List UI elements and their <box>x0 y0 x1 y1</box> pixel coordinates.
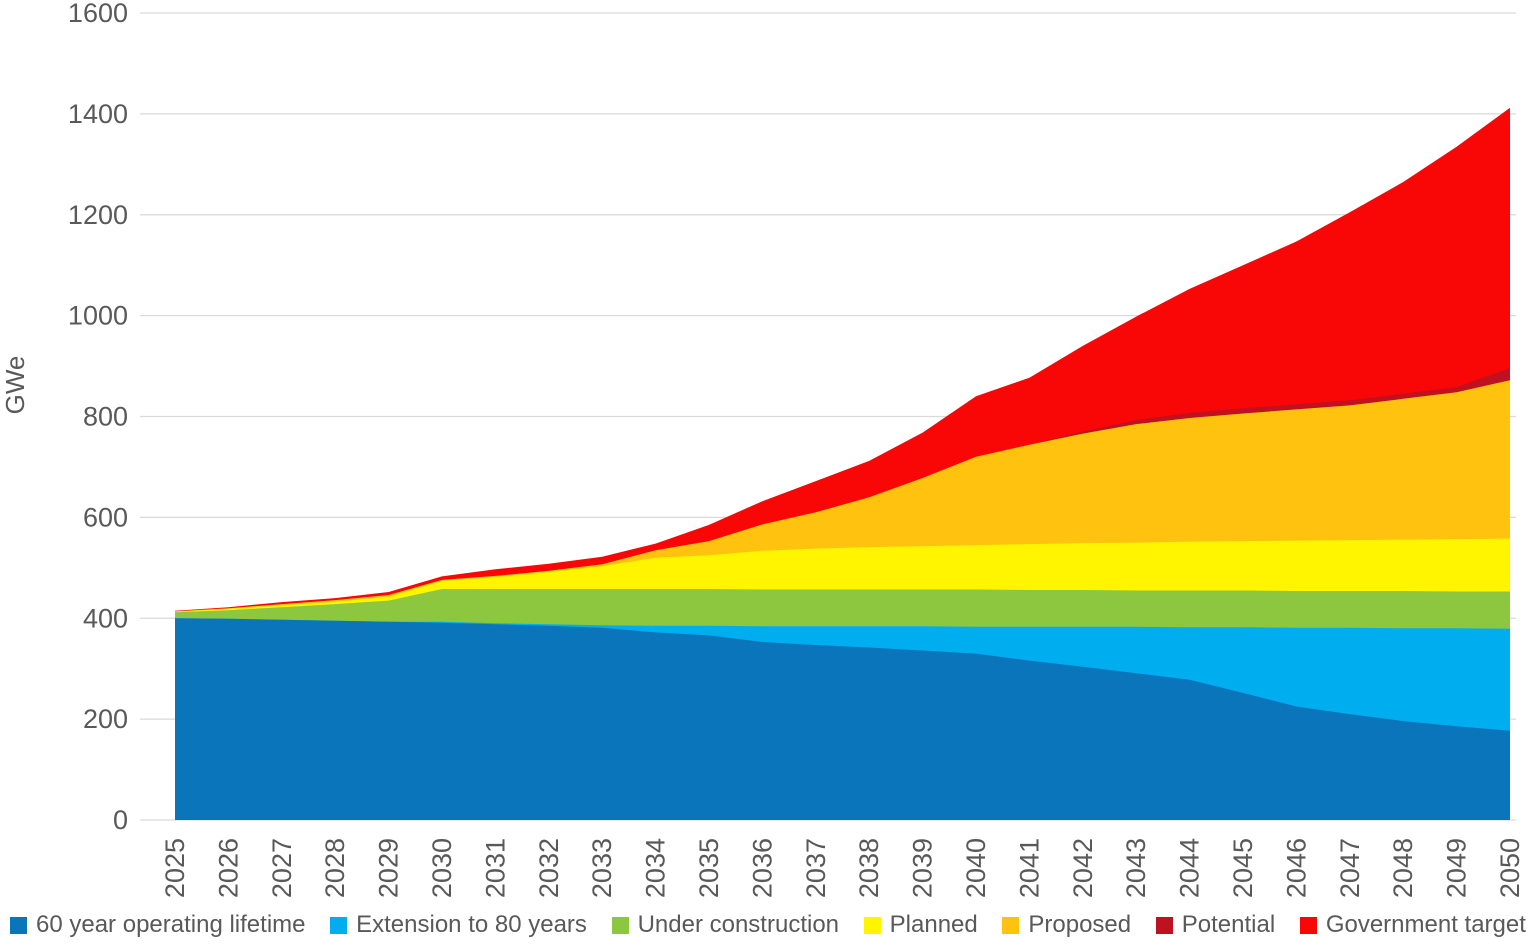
y-axis-tick-label: 200 <box>83 704 128 734</box>
x-axis-tick-label: 2030 <box>427 838 457 898</box>
x-axis-tick-label: 2035 <box>694 838 724 898</box>
x-axis-tick-label: 2029 <box>374 838 404 898</box>
x-axis-tick-label: 2041 <box>1014 838 1044 898</box>
legend-item-60-year-operating-lifetime: 60 year operating lifetime <box>10 911 305 939</box>
x-axis-tick-label: 2034 <box>641 838 671 898</box>
legend-swatch-60-year-operating-lifetime <box>10 916 27 934</box>
area-60-year-operating-lifetime <box>175 618 1510 820</box>
y-axis-tick-label: 400 <box>83 603 128 633</box>
legend-swatch-potential <box>1155 916 1173 934</box>
x-axis-tick-label: 2037 <box>801 838 831 898</box>
legend-swatch-proposed <box>1002 916 1020 934</box>
legend-item-potential: Potential <box>1155 911 1276 939</box>
legend-item-extension-to-80-years: Extension to 80 years <box>330 911 587 939</box>
x-axis-tick-label: 2031 <box>480 838 510 898</box>
legend-swatch-under-construction <box>611 916 629 934</box>
legend-item-under-construction: Under construction <box>611 911 840 939</box>
legend: 60 year operating lifetime Extension to 8… <box>0 903 1536 947</box>
x-axis-tick-label: 2050 <box>1495 838 1525 898</box>
legend-label: Government target <box>1325 911 1526 938</box>
x-axis-tick-label: 2039 <box>908 838 938 898</box>
y-axis-tick-label: 1600 <box>68 0 128 28</box>
x-axis-tick-label: 2043 <box>1121 838 1151 898</box>
y-axis-tick-label: 0 <box>113 805 128 835</box>
x-axis-tick-label: 2025 <box>160 838 190 898</box>
x-axis-tick-label: 2026 <box>213 838 243 898</box>
legend-label: Proposed <box>1028 911 1132 938</box>
x-axis-tick-label: 2045 <box>1228 838 1258 898</box>
x-axis-tick-label: 2048 <box>1388 838 1418 898</box>
x-axis-tick-label: 2033 <box>587 838 617 898</box>
legend-swatch-government-target <box>1299 916 1317 934</box>
legend-label: Extension to 80 years <box>356 911 587 938</box>
legend-label: Under construction <box>637 911 840 938</box>
legend-swatch-planned <box>863 916 881 934</box>
y-axis-tick-label: 800 <box>83 402 128 432</box>
x-axis-tick-label: 2046 <box>1281 838 1311 898</box>
chart-canvas: 0 200 400 600 800 1000 1200 1400 1600 2025 2026 202… <box>0 0 1525 898</box>
legend-label: Potential <box>1181 911 1276 938</box>
x-axis-tick-label: 2042 <box>1068 838 1098 898</box>
x-axis-tick-label: 2044 <box>1175 838 1205 898</box>
y-axis-tick-label: 1400 <box>68 99 128 129</box>
stacked-area-chart: 0 200 400 600 800 1000 1200 1400 1600 2025 2026 202… <box>0 0 1525 898</box>
y-axis-tick-label: 1200 <box>68 200 128 230</box>
legend-item-planned: Planned <box>863 911 978 939</box>
y-axis-tick-label: 1000 <box>68 301 128 331</box>
legend-item-government-target: Government target <box>1299 911 1526 939</box>
x-axis-tick-label: 2027 <box>267 838 297 898</box>
y-axis-tick-label: 600 <box>83 502 128 532</box>
x-axis-tick-label: 2028 <box>320 838 350 898</box>
legend-swatch-extension-to-80-years <box>330 916 348 934</box>
x-axis-tick-label: 2040 <box>961 838 991 898</box>
x-axis-tick-label: 2036 <box>747 838 777 898</box>
legend-item-proposed: Proposed <box>1002 911 1131 939</box>
legend-label: Planned <box>889 911 978 938</box>
legend-label: 60 year operating lifetime <box>36 911 306 938</box>
x-axis-tick-label: 2032 <box>534 838 564 898</box>
x-axis-tick-label: 2047 <box>1335 838 1365 898</box>
x-axis-tick-label: 2049 <box>1442 838 1472 898</box>
x-axis-tick-label: 2038 <box>854 838 884 898</box>
y-axis-title: GWe <box>0 356 30 415</box>
